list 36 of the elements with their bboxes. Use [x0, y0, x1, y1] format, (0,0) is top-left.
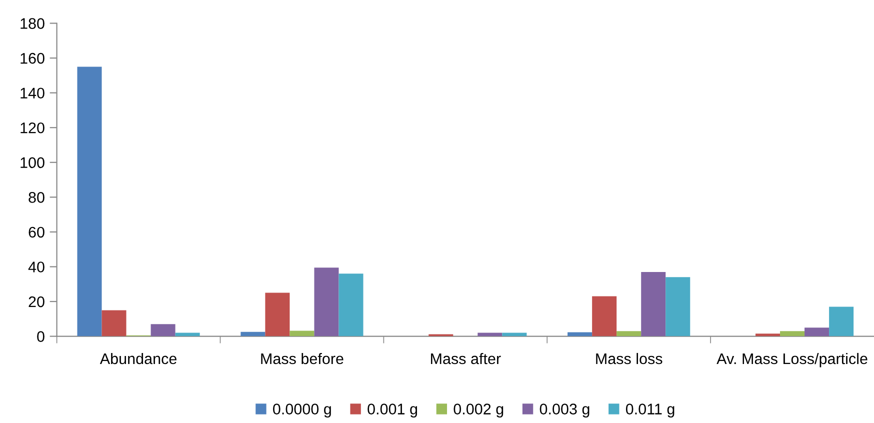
legend-label: 0.011 g — [626, 404, 674, 418]
y-tick-label: 120 — [20, 122, 44, 134]
y-tick-label: 40 — [28, 262, 44, 272]
bar — [804, 328, 830, 336]
bar — [756, 334, 780, 336]
bar — [616, 331, 642, 336]
bar — [314, 268, 339, 336]
bar — [290, 330, 314, 336]
legend-label: 0.0000 g — [273, 404, 331, 418]
bar — [338, 274, 364, 336]
bar — [641, 272, 666, 336]
bar — [780, 331, 805, 336]
y-tick-label: 80 — [28, 192, 44, 203]
y-tick-label: 140 — [20, 88, 44, 99]
legend-label: 0.001 g — [368, 404, 418, 418]
y-tick-label: 180 — [20, 18, 44, 29]
bar — [102, 310, 126, 336]
y-tick-label: 20 — [28, 296, 44, 308]
bar — [265, 292, 290, 336]
legend-label: 0.003 g — [540, 404, 590, 418]
y-tick-label: 100 — [20, 157, 44, 168]
x-tick-label: Mass loss — [596, 352, 662, 364]
bar — [240, 332, 266, 336]
bar — [77, 66, 102, 336]
x-tick-label: Mass after — [431, 352, 501, 364]
bar — [592, 296, 617, 336]
legend-label: 0.002 g — [454, 404, 504, 418]
x-tick-label: Av. Mass Loss/particle — [716, 352, 868, 368]
bar — [829, 306, 854, 336]
y-tick-label: 160 — [20, 52, 44, 64]
y-tick-label: 0 — [37, 331, 44, 342]
bar — [666, 277, 690, 336]
x-tick-label: Mass before — [261, 352, 344, 364]
bar — [150, 324, 176, 336]
x-tick-label: Abundance — [100, 352, 177, 364]
y-tick-label: 60 — [28, 226, 44, 238]
